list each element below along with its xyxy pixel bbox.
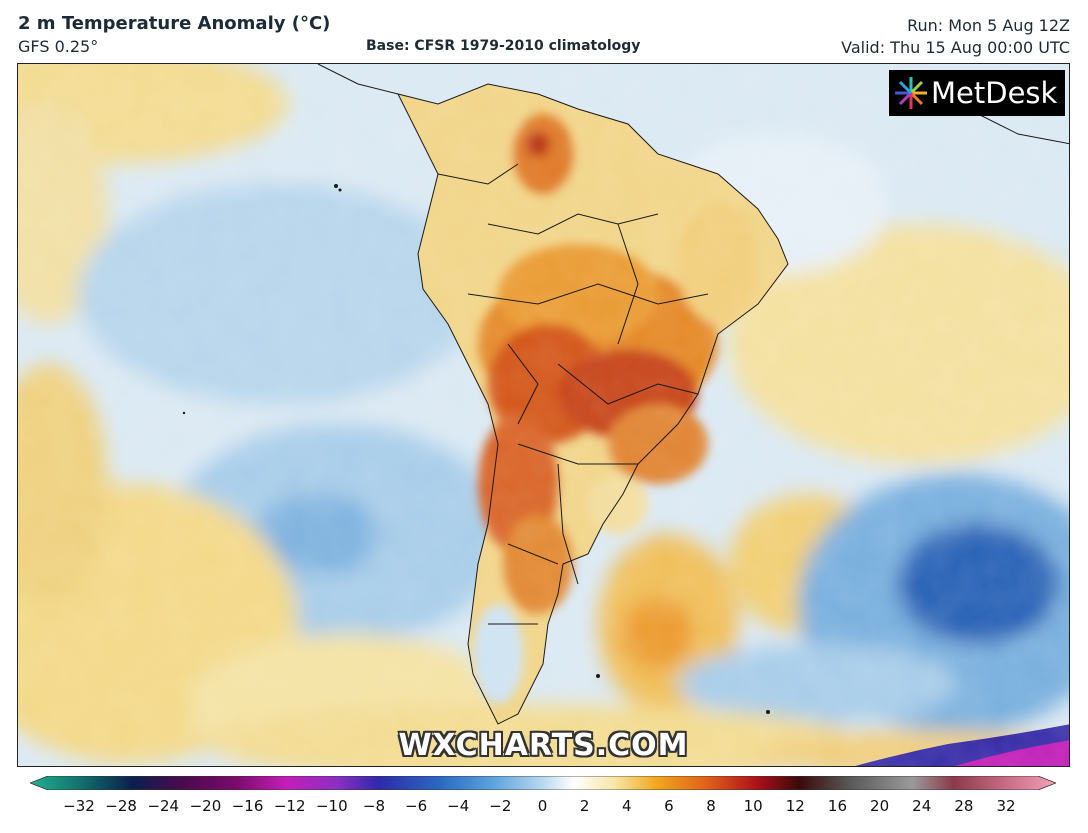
colorbar-tick-label: −8 [362, 797, 386, 815]
colorbar-tick-label: 32 [996, 797, 1016, 815]
country-borders [317, 64, 1069, 725]
islands [182, 184, 770, 714]
colorbar-tick-labels: −32 −28 −24 −20 −16 −12 −10 −8 −6 −4 −2 0 2 4 6 8 10 12 16… [0, 797, 1088, 821]
colorbar-tick-label: −32 [63, 797, 95, 815]
anomaly-field [18, 64, 1069, 766]
metdesk-logo-mark [889, 70, 1065, 116]
run-time-label: Run: Mon 5 Aug 12Z [907, 16, 1070, 35]
colorbar-tick-label: −20 [189, 797, 222, 815]
colorbar-tick-label: 8 [706, 797, 716, 815]
colorbar-gradient [30, 776, 1056, 790]
colorbar-tick-label: −6 [405, 797, 428, 815]
colorbar-tick-label: −12 [273, 797, 306, 815]
model-label: GFS 0.25° [18, 37, 99, 56]
colorbar-tick-label: 28 [954, 797, 974, 815]
map-title: 2 m Temperature Anomaly (°C) [18, 13, 331, 34]
colorbar-tick-label: 6 [664, 797, 674, 815]
colorbar-tick-label: −28 [105, 797, 137, 815]
metdesk-burst-icon [895, 77, 927, 109]
colorbar-tick-label: 24 [912, 797, 932, 815]
colorbar-tick-label: −2 [489, 797, 512, 815]
colorbar-tick-label: 20 [870, 797, 890, 815]
colorbar-tick-label: 12 [785, 797, 805, 815]
colorbar-tick-label: 4 [621, 797, 632, 815]
temperature-colorbar [30, 776, 1056, 790]
colorbar-tick-label: 0 [537, 797, 548, 815]
colorbar-tick-label: −10 [315, 797, 348, 815]
colorbar-tick-label: 10 [743, 797, 763, 815]
field-texture [18, 64, 1069, 766]
colorbar-tick-label: −24 [147, 797, 180, 815]
colorbar-tick-label: −4 [447, 797, 470, 815]
metdesk-logo-text: MetDesk [931, 76, 1058, 110]
valid-time-label: Valid: Thu 15 Aug 00:00 UTC [841, 38, 1070, 57]
colorbar-tick-label: 2 [579, 797, 590, 815]
colorbar-tick-label: −16 [231, 797, 264, 815]
anomaly-map: WXCHARTS.COM MetDesk [17, 63, 1070, 767]
base-climatology-label: Base: CFSR 1979-2010 climatology [366, 38, 641, 54]
wxcharts-watermark: WXCHARTS.COM [398, 728, 689, 763]
colorbar-tick-label: 16 [827, 797, 847, 815]
